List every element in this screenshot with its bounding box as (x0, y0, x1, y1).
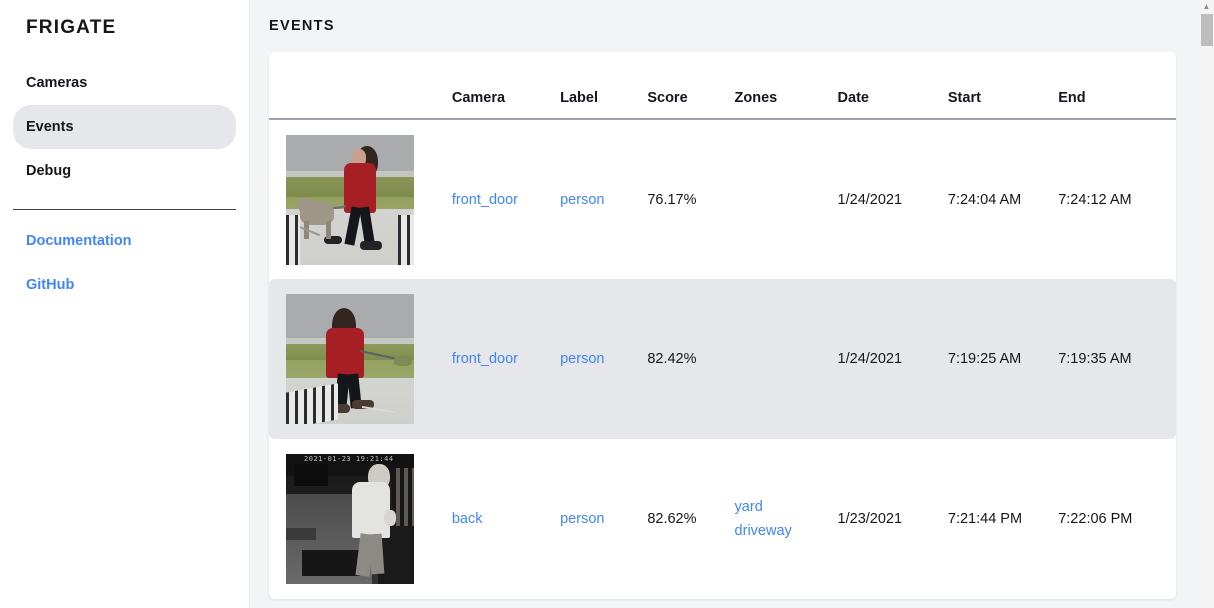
camera-link[interactable]: front_door (451, 191, 518, 208)
label-link[interactable]: person (560, 511, 605, 527)
page-title: EVENTS (269, 18, 335, 34)
app-brand-title: FRIGATE (26, 17, 117, 38)
events-table: Camera Label Score Zones Date Start End (269, 52, 1176, 599)
cell-end: 7:22:06 PM (1058, 511, 1133, 527)
cell-camera: back (452, 439, 560, 599)
cell-date: 1/24/2021 (837, 279, 948, 439)
cell-zones (734, 279, 838, 439)
table-row[interactable]: 2021-01-23 19:21:44 (269, 439, 1176, 599)
cell-thumbnail[interactable]: 2021-01-23 19:21:44 (269, 439, 452, 599)
sidebar-item-cameras[interactable]: Cameras (26, 74, 88, 91)
cell-start: 7:21:44 PM (947, 511, 1023, 527)
sidebar-link-github[interactable]: GitHub (26, 276, 75, 293)
event-thumbnail-image[interactable] (286, 134, 414, 265)
timestamp-overlay: 2021-01-23 19:21:44 (304, 455, 394, 463)
scroll-up-arrow-icon[interactable]: ▲ (1202, 2, 1211, 11)
cell-label: person (560, 119, 647, 279)
cell-label: person (560, 279, 648, 439)
sidebar: FRIGATE Cameras Events Debug Documentati… (0, 0, 250, 608)
camera-link[interactable]: front_door (451, 351, 518, 367)
sidebar-divider (13, 208, 236, 210)
event-thumbnail-image[interactable]: 2021-01-23 19:21:44 (286, 454, 414, 584)
column-header-start[interactable]: Start (947, 52, 1059, 120)
column-header-camera[interactable]: Camera (451, 52, 561, 120)
cell-thumbnail[interactable] (269, 119, 452, 279)
events-table-body: front_door person 76.17% 1/24/2021 7:24:… (269, 119, 1176, 599)
cell-zones (735, 119, 838, 279)
column-header-date[interactable]: Date (837, 52, 948, 120)
cell-score: 76.17% (647, 191, 697, 208)
cell-start: 7:19:25 AM (947, 279, 1059, 439)
cell-date: 1/23/2021 (837, 511, 903, 527)
sidebar-link-documentation[interactable]: Documentation (26, 232, 132, 249)
sidebar-item-debug[interactable]: Debug (26, 162, 72, 179)
table-row[interactable]: front_door person 76.17% 1/24/2021 7:24:… (269, 119, 1176, 279)
events-table-header: Camera Label Score Zones Date Start End (269, 52, 1176, 120)
cell-camera: front_door (452, 119, 560, 279)
zone-link-yard[interactable]: yard (734, 499, 763, 515)
cell-date: 1/24/2021 (837, 191, 903, 208)
event-thumbnail-image[interactable] (286, 294, 414, 424)
cell-zones: yard driveway (735, 439, 838, 599)
cell-camera: front_door (451, 279, 561, 439)
main-content: EVENTS Camera Label Score Zones Date Sta… (250, 0, 1214, 608)
vertical-scrollbar[interactable]: ▲ (1199, 0, 1214, 608)
column-header-label[interactable]: Label (560, 52, 648, 120)
scrollbar-thumb[interactable] (1201, 14, 1213, 46)
table-row[interactable]: front_door person 82.42% 1/24/2021 7:19:… (269, 279, 1176, 439)
column-header-thumbnail (269, 52, 452, 120)
cell-end: 7:24:12 AM (1058, 191, 1132, 208)
column-header-end[interactable]: End (1058, 52, 1176, 120)
table-header-row: Camera Label Score Zones Date Start End (269, 52, 1176, 120)
cell-start: 7:24:04 AM (947, 191, 1022, 208)
column-header-score[interactable]: Score (647, 52, 735, 120)
sidebar-primary-nav: Cameras Events Debug (0, 61, 249, 193)
cell-thumbnail[interactable] (269, 279, 452, 439)
sidebar-secondary-nav: Documentation GitHub (0, 219, 249, 307)
cell-label: person (560, 439, 647, 599)
cell-score: 82.62% (647, 511, 697, 527)
cell-score: 82.42% (647, 279, 735, 439)
sidebar-item-events[interactable]: Events (13, 104, 236, 149)
camera-link[interactable]: back (451, 511, 483, 527)
label-link[interactable]: person (560, 191, 605, 208)
label-link[interactable]: person (560, 351, 605, 367)
cell-end: 7:19:35 AM (1058, 279, 1176, 439)
zone-link-driveway[interactable]: driveway (734, 523, 792, 539)
column-header-zones[interactable]: Zones (734, 52, 838, 120)
events-table-card: Camera Label Score Zones Date Start End (269, 52, 1176, 599)
